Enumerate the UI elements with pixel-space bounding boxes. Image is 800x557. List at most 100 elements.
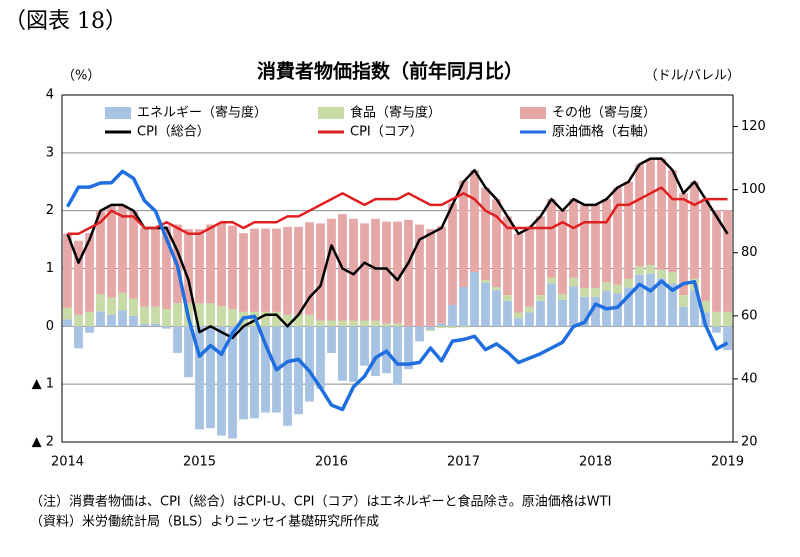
- bar: [536, 216, 545, 296]
- bar: [701, 300, 710, 313]
- bar: [85, 326, 94, 333]
- bar: [723, 210, 732, 312]
- bar: [283, 326, 292, 426]
- bar: [140, 228, 149, 307]
- note: （資料）米労働統計局（BLS）よりニッセイ基礎研究所作成: [30, 514, 379, 530]
- bar: [327, 320, 336, 327]
- bar: [294, 326, 303, 415]
- bar: [162, 308, 171, 327]
- bar: [492, 289, 501, 327]
- bar: [558, 299, 567, 327]
- legend-swatch: [520, 107, 546, 119]
- bar: [481, 282, 490, 327]
- bar: [195, 229, 204, 304]
- bar: [712, 311, 721, 327]
- bar: [602, 282, 611, 292]
- y-axis-label: （%）: [62, 69, 100, 84]
- legend-label: 原油価格（右軸）: [552, 124, 656, 140]
- bar: [723, 326, 732, 351]
- bar: [624, 287, 633, 327]
- bar: [426, 326, 435, 330]
- bar: [470, 170, 479, 272]
- bar: [437, 326, 446, 329]
- bar: [426, 329, 435, 331]
- bar: [239, 233, 248, 312]
- bar: [195, 326, 204, 430]
- note: （注）消費者物価は、CPI（総合）はCPI-U、CPI（コア）はエネルギーと食品…: [30, 494, 611, 510]
- bar: [635, 266, 644, 275]
- bar: [96, 311, 105, 327]
- bar: [690, 181, 699, 279]
- legend-swatch: [105, 107, 131, 119]
- bar: [503, 216, 512, 296]
- bar: [459, 180, 468, 288]
- bar: [547, 277, 556, 284]
- y-tick-label: 0: [46, 319, 54, 334]
- bar: [118, 204, 127, 293]
- bar: [162, 225, 171, 309]
- bar: [118, 310, 127, 327]
- bar: [382, 323, 391, 327]
- bar: [415, 326, 424, 342]
- bar: [107, 204, 116, 298]
- bar: [646, 265, 655, 274]
- bar: [349, 320, 358, 327]
- bar: [85, 233, 94, 312]
- bar: [624, 278, 633, 288]
- bar: [107, 297, 116, 315]
- bar: [162, 326, 171, 329]
- y-tick-label: ▲ 2: [32, 435, 54, 450]
- bar: [360, 326, 369, 366]
- bar: [679, 193, 688, 296]
- bar: [261, 311, 270, 327]
- bar: [283, 226, 292, 315]
- bar: [327, 326, 336, 353]
- bar: [63, 233, 72, 308]
- bar: [74, 240, 83, 315]
- bar: [448, 304, 457, 327]
- bar: [558, 210, 567, 294]
- bar: [206, 303, 215, 327]
- bar: [338, 326, 347, 381]
- bar: [327, 218, 336, 321]
- bar: [250, 326, 259, 419]
- bar: [63, 319, 72, 327]
- bar: [107, 314, 116, 327]
- bar: [712, 210, 721, 312]
- bar: [602, 199, 611, 283]
- bar: [404, 219, 413, 327]
- bar: [569, 286, 578, 327]
- legend-label: CPI（コア）: [350, 125, 423, 140]
- y2-tick-label: 120: [741, 119, 766, 134]
- x-tick-label: 2018: [579, 455, 612, 470]
- bar: [360, 223, 369, 321]
- bar: [646, 273, 655, 327]
- bar: [635, 274, 644, 327]
- bar: [393, 323, 402, 327]
- bar: [580, 204, 589, 289]
- bar: [481, 280, 490, 283]
- bar: [701, 199, 710, 301]
- y2-tick-label: 20: [741, 435, 758, 450]
- bar: [151, 228, 160, 307]
- bar: [140, 324, 149, 327]
- bar: [206, 224, 215, 304]
- bar: [184, 326, 193, 378]
- bar: [690, 290, 699, 327]
- bar: [393, 221, 402, 324]
- bar: [63, 307, 72, 320]
- bar: [448, 203, 457, 305]
- bar: [261, 326, 270, 413]
- bar: [173, 326, 182, 353]
- legend-label: 食品（寄与度）: [350, 105, 441, 121]
- x-tick-label: 2016: [315, 455, 348, 470]
- bar: [481, 187, 490, 281]
- bar: [129, 298, 138, 316]
- bar: [514, 312, 523, 319]
- bar: [305, 314, 314, 327]
- bar: [437, 323, 446, 327]
- bar: [217, 326, 226, 436]
- bar: [657, 269, 666, 279]
- bar: [415, 224, 424, 327]
- bar: [261, 228, 270, 312]
